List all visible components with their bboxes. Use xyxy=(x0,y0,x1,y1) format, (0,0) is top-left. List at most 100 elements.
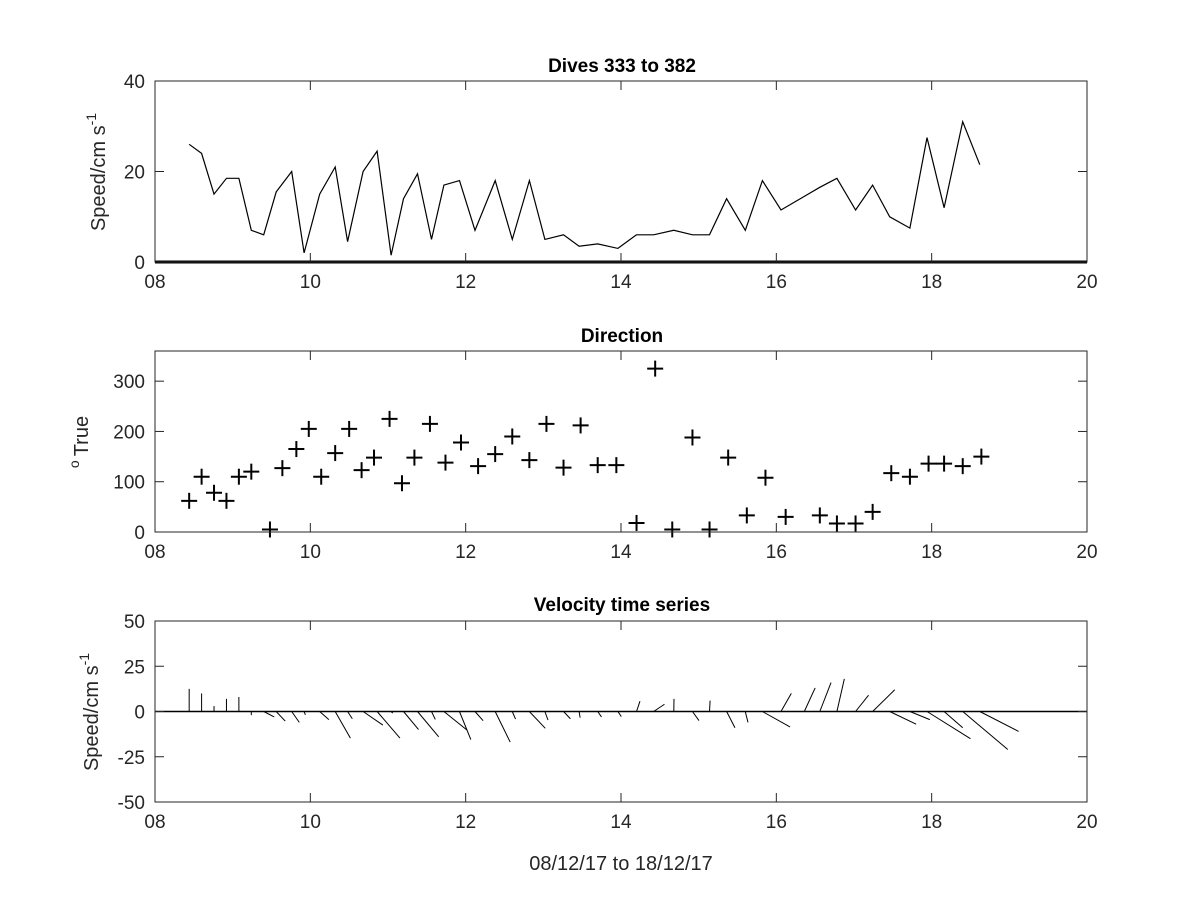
x-tick-label: 08 xyxy=(144,272,165,293)
velocity-stick xyxy=(563,711,571,720)
direction-marker xyxy=(811,507,828,524)
velocity-ylabel-superscript: -1 xyxy=(76,653,92,666)
velocity-stick xyxy=(636,701,641,712)
velocity-panel-title: Velocity time series xyxy=(534,595,710,616)
y-tick-label: 200 xyxy=(113,422,145,443)
direction-marker xyxy=(901,468,918,485)
direction-marker xyxy=(973,448,990,465)
direction-marker xyxy=(243,463,260,480)
direction-marker xyxy=(487,446,504,463)
y-tick-label: 100 xyxy=(113,473,145,494)
velocity-stick xyxy=(494,711,511,743)
velocity-stick xyxy=(458,711,472,740)
velocity-stick xyxy=(762,711,791,728)
direction-ylabel-superscript: o xyxy=(66,460,82,468)
direction-marker xyxy=(193,468,210,485)
velocity-stick xyxy=(275,711,286,722)
velocity-stick xyxy=(474,711,484,722)
direction-marker xyxy=(218,492,235,509)
x-tick-label: 18 xyxy=(921,542,942,563)
velocity-stick xyxy=(263,711,275,718)
direction-marker xyxy=(393,475,410,492)
direction-marker xyxy=(421,415,438,432)
direction-marker xyxy=(406,449,423,466)
x-tick-label: 12 xyxy=(455,272,476,293)
x-tick-label: 12 xyxy=(455,542,476,563)
velocity-stick xyxy=(803,687,816,712)
direction-ylabel-text: True xyxy=(71,416,93,456)
y-tick-label: 20 xyxy=(124,163,145,184)
velocity-xlabel: 08/12/17 to 18/12/17 xyxy=(529,853,713,875)
direction-marker xyxy=(920,455,937,472)
direction-marker xyxy=(608,457,625,474)
direction-marker xyxy=(313,468,330,485)
direction-marker xyxy=(883,465,900,482)
velocity-stick xyxy=(417,711,440,738)
direction-marker xyxy=(327,445,344,462)
y-tick-label: 0 xyxy=(134,703,145,724)
direction-marker xyxy=(274,460,291,477)
velocity-stick xyxy=(744,711,749,723)
velocity-stick xyxy=(578,711,581,718)
direction-marker xyxy=(720,449,737,466)
direction-marker xyxy=(353,462,370,479)
velocity-stick xyxy=(291,711,300,723)
speed-ylabel-superscript: -1 xyxy=(83,113,99,126)
velocity-stick xyxy=(443,711,468,731)
direction-marker xyxy=(453,434,470,451)
velocity-stick xyxy=(926,711,971,740)
direction-marker xyxy=(470,458,487,475)
direction-marker xyxy=(572,417,589,434)
x-tick-label: 20 xyxy=(1076,812,1097,833)
direction-marker xyxy=(936,455,953,472)
velocity-stick xyxy=(597,711,602,718)
x-tick-label: 08 xyxy=(144,812,165,833)
direction-marker xyxy=(261,521,278,538)
velocity-stick xyxy=(544,711,549,721)
velocity-stick xyxy=(889,711,917,725)
speed-panel-ticks: 08 10 12 14 16 18 20 0 20 40 xyxy=(124,72,1098,293)
velocity-stick xyxy=(726,711,736,729)
x-tick-label: 10 xyxy=(300,542,321,563)
speed-ylabel-text: Speed/cm s xyxy=(88,125,110,231)
velocity-ylabel-text: Speed/cm s xyxy=(81,665,103,771)
direction-marker xyxy=(504,428,521,445)
x-tick-label: 10 xyxy=(300,272,321,293)
direction-marker xyxy=(538,415,555,432)
direction-marker xyxy=(828,515,845,532)
velocity-stick xyxy=(909,711,931,721)
x-tick-label: 14 xyxy=(610,542,632,563)
velocity-panel-marks xyxy=(155,678,1087,750)
y-tick-label: 0 xyxy=(134,253,145,274)
x-tick-label: 14 xyxy=(610,812,632,833)
velocity-stick xyxy=(431,711,436,720)
direction-marker xyxy=(757,469,774,486)
direction-panel-title: Direction xyxy=(581,326,663,347)
velocity-stick xyxy=(709,700,711,712)
velocity-stick xyxy=(376,711,401,739)
direction-marker xyxy=(555,459,572,476)
direction-marker xyxy=(777,508,794,525)
direction-marker xyxy=(381,410,398,427)
direction-marker xyxy=(230,468,247,485)
y-tick-label: 300 xyxy=(113,372,145,393)
velocity-stick xyxy=(979,711,1019,732)
x-tick-label: 16 xyxy=(766,542,787,563)
velocity-stick xyxy=(334,711,351,739)
direction-marker xyxy=(701,521,718,538)
velocity-stick xyxy=(855,694,869,712)
velocity-stick xyxy=(303,711,306,715)
velocity-stick xyxy=(962,711,1009,750)
speed-panel-title: Dives 333 to 382 xyxy=(548,56,696,77)
speed-panel: Dives 333 to 382 08 10 12 14 16 18 20 0 20 40 Spe… xyxy=(83,56,1098,293)
x-tick-label: 18 xyxy=(921,812,942,833)
velocity-stick xyxy=(511,711,516,720)
x-tick-label: 16 xyxy=(766,812,787,833)
y-tick-label: -25 xyxy=(118,748,145,769)
direction-marker xyxy=(738,507,755,524)
direction-marker xyxy=(366,449,383,466)
